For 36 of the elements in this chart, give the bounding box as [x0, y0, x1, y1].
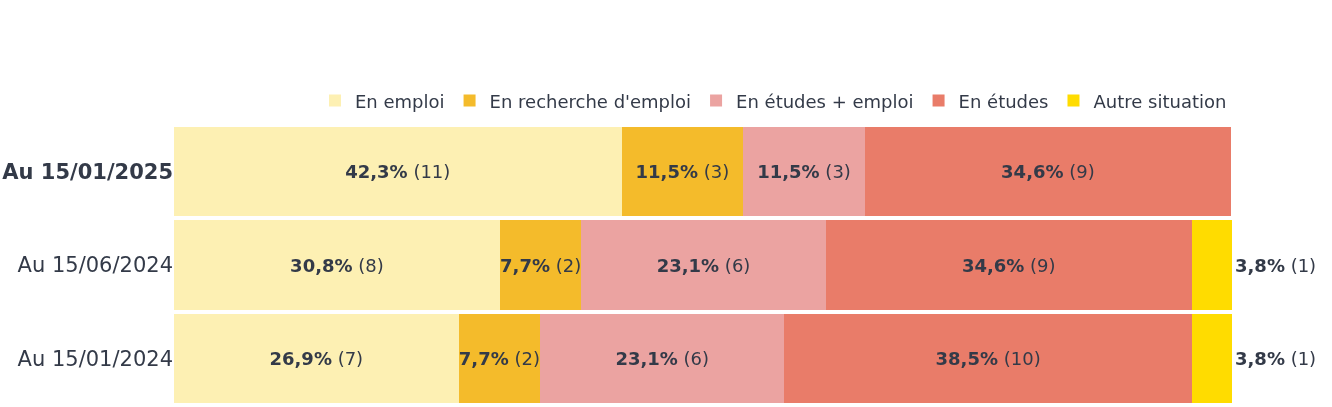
data-label: 7,7% (2)	[458, 347, 540, 369]
data-label: 3,8% (1)	[1235, 254, 1317, 276]
data-label: 11,5% (3)	[635, 161, 730, 183]
bar	[784, 313, 1192, 404]
bar	[1191, 220, 1232, 310]
bar	[1191, 313, 1232, 404]
y-tick-label: Au 15/06/2024	[17, 253, 173, 278]
y-tick-label: Au 15/01/2025	[2, 160, 173, 185]
bar	[174, 313, 459, 404]
data-label: 3,8% (1)	[1235, 347, 1317, 369]
data-label: 23,1% (6)	[656, 254, 751, 276]
bar	[174, 220, 500, 310]
bar	[825, 220, 1192, 310]
data-label: 7,7% (2)	[500, 254, 582, 276]
bar	[864, 126, 1231, 217]
bar	[499, 220, 582, 310]
data-label: 30,8% (8)	[290, 254, 384, 276]
bar	[581, 220, 826, 310]
legend-label: En emploi	[355, 90, 445, 112]
data-label: 26,9% (7)	[269, 347, 364, 369]
data-label: 23,1% (6)	[615, 347, 710, 369]
bar	[540, 313, 785, 404]
data-label: 38,5% (10)	[935, 347, 1041, 369]
bar	[621, 126, 744, 217]
data-label: 11,5% (3)	[757, 161, 851, 183]
y-tick-label: Au 15/01/2024	[17, 346, 173, 371]
bar	[458, 313, 541, 404]
legend-label: Autre situation	[1093, 90, 1227, 112]
legend-label: En recherche d'emploi	[489, 90, 692, 112]
legend-label: En études	[958, 90, 1049, 112]
bar	[174, 126, 622, 217]
data-label: 34,6% (9)	[1001, 161, 1095, 183]
data-label: 34,6% (9)	[961, 254, 1056, 276]
bar	[743, 126, 865, 217]
data-label: 42,3% (11)	[345, 161, 451, 183]
legend-label: En études + emploi	[736, 90, 914, 112]
